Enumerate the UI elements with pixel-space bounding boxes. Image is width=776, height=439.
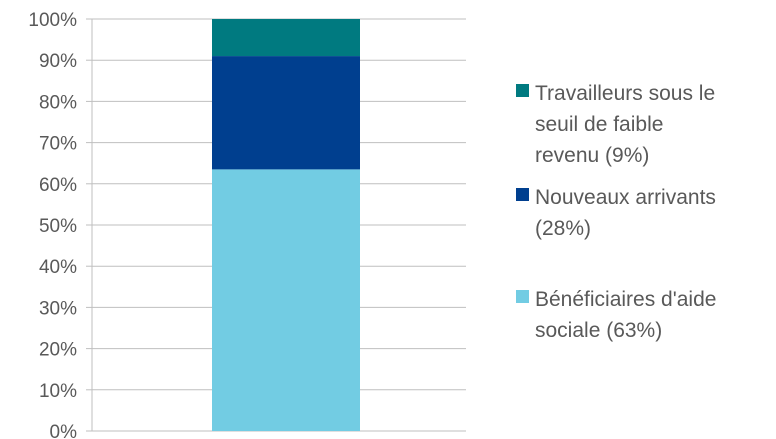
- y-tick-label: 0%: [50, 422, 78, 439]
- y-tick-label: 70%: [39, 134, 77, 155]
- legend: Travailleurs sous le seuil de faible reven…: [516, 82, 716, 342]
- legend-label-line: sociale (63%): [535, 319, 662, 342]
- y-tick-label: 100%: [28, 10, 77, 31]
- legend-item-2: Nouveaux arrivants (28%): [516, 186, 716, 240]
- y-tick-label: 80%: [39, 92, 77, 113]
- legend-label-line: Bénéficiaires d'aide: [535, 288, 716, 311]
- y-tick-label: 60%: [39, 175, 77, 196]
- y-axis-tick-labels: 0% 10% 20% 30% 40% 50% 60% 70% 80% 90% 100%: [28, 10, 77, 439]
- bar-segment-2: [212, 56, 360, 170]
- legend-item-1: Bénéficiaires d'aide sociale (63%): [516, 288, 716, 342]
- y-tick-label: 40%: [39, 257, 77, 278]
- legend-label-line: seuil de faible: [535, 113, 663, 136]
- legend-label-line: Nouveaux arrivants: [535, 186, 716, 209]
- y-tick-label: 10%: [39, 381, 77, 402]
- legend-label-line: Travailleurs sous le: [535, 82, 715, 105]
- bar-segment-3: [212, 19, 360, 57]
- legend-swatch: [516, 290, 529, 303]
- legend-swatch: [516, 188, 529, 201]
- y-tick-label: 90%: [39, 51, 77, 72]
- legend-label-line: (28%): [535, 217, 591, 240]
- y-tick-label: 30%: [39, 298, 77, 319]
- legend-label-line: revenu (9%): [535, 144, 649, 167]
- legend-item-3: Travailleurs sous le seuil de faible reven…: [516, 82, 715, 167]
- bar-stack: [212, 19, 360, 431]
- legend-swatch: [516, 84, 529, 97]
- bar-segment-1: [212, 169, 360, 431]
- y-tick-label: 50%: [39, 216, 77, 237]
- y-tick-label: 20%: [39, 340, 77, 361]
